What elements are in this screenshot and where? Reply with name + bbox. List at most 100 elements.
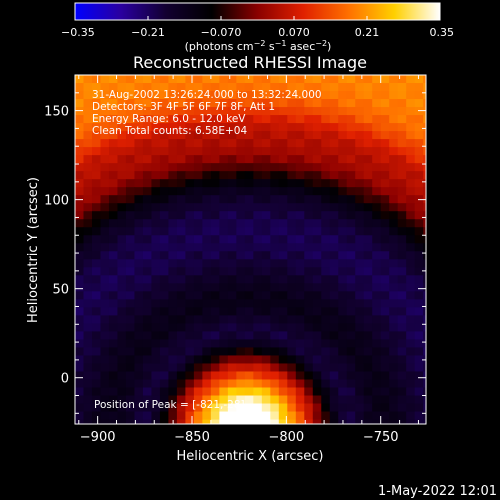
heatmap-cell: [236, 395, 246, 405]
heatmap-cell: [406, 395, 416, 405]
heatmap-cell: [227, 75, 237, 84]
heatmap-cell: [355, 363, 365, 372]
heatmap-cell: [423, 171, 426, 180]
heatmap-cell: [176, 315, 186, 324]
heatmap-cell: [168, 395, 178, 405]
heatmap-cell: [295, 363, 305, 372]
heatmap-cell: [295, 379, 305, 388]
colorbar-tick-label: 0.35: [430, 26, 455, 39]
heatmap-cell: [151, 387, 161, 397]
heatmap-cell: [363, 419, 373, 424]
heatmap-cell: [185, 395, 195, 405]
heatmap-cell: [134, 355, 144, 364]
heatmap-cell: [151, 115, 161, 124]
heatmap-cell: [329, 243, 339, 252]
heatmap-cell: [108, 139, 118, 148]
heatmap-cell: [397, 419, 407, 424]
heatmap-cell: [236, 315, 246, 324]
heatmap-cell: [355, 323, 365, 332]
heatmap-cell: [423, 123, 426, 132]
heatmap-cell: [142, 123, 152, 132]
heatmap-cell: [151, 339, 161, 348]
heatmap-cell: [287, 387, 297, 397]
heatmap-cell: [202, 299, 212, 308]
heatmap-cell: [185, 259, 195, 268]
heatmap-cell: [295, 147, 305, 156]
heatmap-cell: [227, 251, 237, 260]
heatmap-cell: [312, 403, 322, 413]
heatmap-cell: [227, 403, 237, 413]
heatmap-cell: [261, 75, 271, 84]
heatmap-cell: [202, 195, 212, 204]
heatmap-cell: [134, 139, 144, 148]
heatmap-cell: [321, 363, 331, 372]
heatmap-cell: [219, 347, 229, 356]
heatmap-cell: [236, 187, 246, 196]
heatmap-cell: [75, 131, 84, 140]
heatmap-cell: [142, 203, 152, 212]
heatmap-cell: [75, 139, 84, 148]
heatmap-cell: [295, 347, 305, 356]
heatmap-cell: [321, 235, 331, 244]
heatmap-cell: [125, 331, 135, 340]
heatmap-cell: [278, 107, 288, 116]
heatmap-cell: [100, 283, 110, 292]
heatmap-cell: [185, 171, 195, 180]
heatmap-cell: [406, 211, 416, 220]
heatmap-cell: [321, 203, 331, 212]
heatmap-cell: [423, 267, 426, 276]
heatmap-cell: [372, 243, 382, 252]
heatmap-cell: [142, 211, 152, 220]
heatmap-cell: [295, 91, 305, 100]
heatmap-cell: [253, 347, 263, 356]
heatmap-cell: [168, 371, 178, 380]
heatmap-cell: [219, 291, 229, 300]
heatmap-cell: [397, 91, 407, 100]
chart-title: Reconstructed RHESSI Image: [133, 53, 367, 72]
heatmap-cell: [346, 259, 356, 268]
plot-frame: [74, 74, 427, 425]
heatmap-cell: [151, 363, 161, 372]
heatmap-cell: [338, 179, 348, 188]
heatmap-cell: [414, 307, 424, 316]
heatmap-cell: [338, 227, 348, 236]
heatmap-cell: [261, 371, 271, 380]
heatmap-cell: [346, 115, 356, 124]
heatmap-cell: [346, 211, 356, 220]
heatmap-cell: [287, 299, 297, 308]
heatmap-cell: [338, 243, 348, 252]
heatmap-cell: [83, 259, 93, 268]
heatmap-cell: [312, 227, 322, 236]
heatmap-cell: [219, 259, 229, 268]
heatmap-cell: [270, 395, 280, 405]
heatmap-cell: [397, 243, 407, 252]
heatmap-cell: [278, 387, 288, 397]
heatmap-cell: [91, 251, 101, 260]
heatmap-cell: [142, 91, 152, 100]
heatmap-cell: [329, 331, 339, 340]
heatmap-cell: [414, 163, 424, 172]
heatmap-cell: [304, 411, 314, 421]
heatmap-cell: [312, 419, 322, 424]
heatmap-cell: [372, 251, 382, 260]
heatmap-cell: [346, 75, 356, 84]
heatmap-cell: [125, 163, 135, 172]
heatmap-cell: [329, 155, 339, 164]
heatmap-cell: [244, 75, 254, 84]
heatmap-cell: [142, 291, 152, 300]
heatmap-cell: [143, 428, 152, 437]
heatmap-cell: [414, 371, 424, 380]
heatmap-cell: [261, 235, 271, 244]
x-tick-label: −750: [363, 430, 399, 445]
heatmap-cell: [423, 347, 426, 356]
heatmap-cell: [295, 251, 305, 260]
heatmap-cell: [202, 115, 212, 124]
heatmap-cell: [202, 83, 212, 92]
heatmap-cell: [312, 363, 322, 372]
heatmap-cell: [151, 347, 161, 356]
heatmap-cell: [83, 283, 93, 292]
heatmap-cell: [389, 187, 399, 196]
heatmap-cell: [151, 75, 161, 84]
heatmap-cell: [202, 275, 212, 284]
heatmap-cell: [423, 211, 426, 220]
